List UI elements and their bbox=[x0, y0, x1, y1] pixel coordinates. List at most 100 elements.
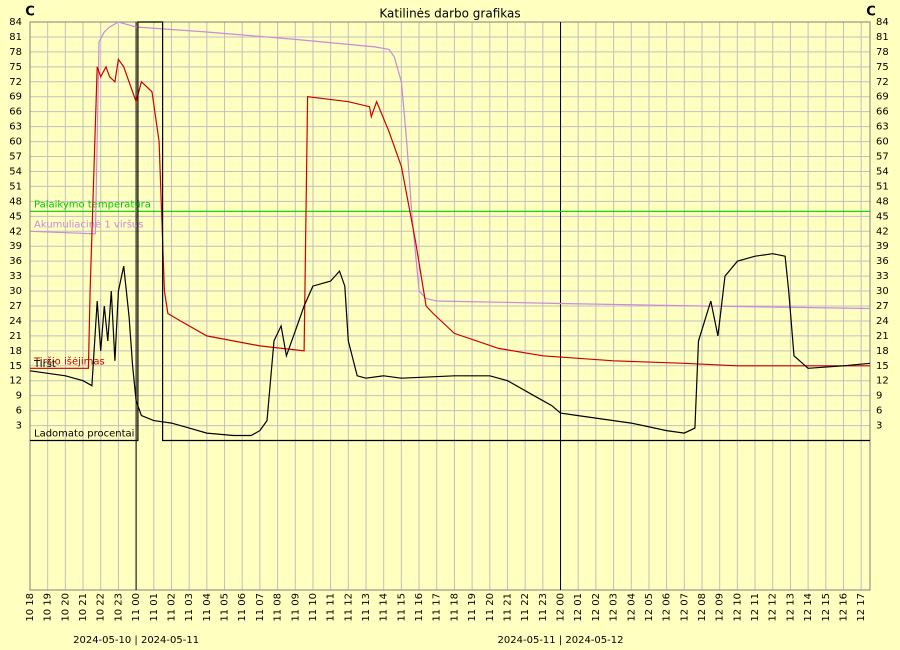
x-tick-label: 11 18 bbox=[449, 593, 460, 622]
x-tick-label: 11 11 bbox=[326, 593, 337, 622]
y-tick-label: 3 bbox=[876, 421, 882, 432]
y-tick-label: 18 bbox=[876, 346, 889, 357]
y-tick-label: 6 bbox=[16, 406, 22, 417]
x-tick-label: 12 14 bbox=[803, 593, 814, 622]
y-tick-label: 54 bbox=[876, 166, 889, 177]
y-tick-label: 63 bbox=[876, 122, 889, 133]
y-tick-label: 81 bbox=[9, 32, 22, 43]
x-tick-label: 11 00 bbox=[131, 593, 142, 622]
x-tick-label: 12 03 bbox=[609, 593, 620, 622]
x-tick-label: 11 16 bbox=[414, 593, 425, 622]
x-tick-label: 12 08 bbox=[697, 593, 708, 622]
x-tick-label: 11 21 bbox=[502, 593, 513, 622]
x-tick-label: 11 20 bbox=[485, 593, 496, 622]
y-unit: C bbox=[866, 5, 876, 20]
x-tick-label: 11 14 bbox=[379, 593, 390, 622]
y-tick-label: 21 bbox=[9, 331, 22, 342]
series-label: Akumuliacinė 1 viršus bbox=[34, 218, 143, 230]
y-tick-label: 9 bbox=[16, 391, 22, 402]
y-tick-label: 12 bbox=[9, 376, 22, 387]
y-tick-label: 51 bbox=[9, 181, 22, 192]
x-tick-label: 12 01 bbox=[573, 593, 584, 622]
x-tick-label: 12 11 bbox=[750, 593, 761, 622]
y-tick-label: 21 bbox=[876, 331, 889, 342]
y-tick-label: 45 bbox=[876, 211, 889, 222]
x-tick-label: 11 02 bbox=[166, 593, 177, 622]
y-tick-label: 15 bbox=[9, 361, 22, 372]
x-tick-label: 12 17 bbox=[856, 593, 867, 622]
y-tick-label: 36 bbox=[876, 256, 889, 267]
x-tick-label: 11 07 bbox=[255, 593, 266, 622]
x-tick-label: 11 17 bbox=[432, 593, 443, 622]
y-tick-label: 12 bbox=[876, 376, 889, 387]
x-tick-label: 12 10 bbox=[732, 593, 743, 622]
series-line bbox=[30, 57, 870, 369]
y-tick-label: 42 bbox=[9, 226, 22, 237]
x-tick-label: 10 18 bbox=[25, 593, 36, 622]
y-tick-label: 6 bbox=[876, 406, 882, 417]
x-tick-label: 11 06 bbox=[237, 593, 248, 622]
y-tick-label: 42 bbox=[876, 226, 889, 237]
y-tick-label: 15 bbox=[876, 361, 889, 372]
y-tick-label: 3 bbox=[16, 421, 22, 432]
y-tick-label: 48 bbox=[876, 196, 889, 207]
x-tick-label: 11 19 bbox=[467, 593, 478, 622]
x-tick-label: 10 21 bbox=[78, 593, 89, 622]
y-tick-label: 78 bbox=[9, 47, 22, 58]
y-tick-label: 18 bbox=[9, 346, 22, 357]
x-tick-label: 11 03 bbox=[184, 593, 195, 622]
x-tick-label: 10 23 bbox=[113, 593, 124, 622]
series-line bbox=[30, 21, 870, 442]
y-tick-label: 36 bbox=[9, 256, 22, 267]
x-tick-label: 12 13 bbox=[785, 593, 796, 622]
date-label: 2024-05-11 | 2024-05-12 bbox=[498, 635, 624, 646]
x-tick-label: 12 00 bbox=[556, 593, 567, 622]
y-tick-label: 24 bbox=[876, 316, 889, 327]
y-tick-label: 84 bbox=[876, 17, 889, 28]
x-tick-label: 12 09 bbox=[715, 593, 726, 622]
y-tick-label: 66 bbox=[9, 107, 22, 118]
y-tick-label: 51 bbox=[876, 181, 889, 192]
x-tick-label: 12 04 bbox=[626, 593, 637, 622]
y-unit: C bbox=[25, 5, 35, 20]
y-tick-label: 45 bbox=[9, 211, 22, 222]
y-tick-label: 66 bbox=[876, 107, 889, 118]
y-tick-label: 81 bbox=[876, 32, 889, 43]
series-line bbox=[29, 21, 871, 310]
y-tick-label: 57 bbox=[9, 152, 22, 163]
y-tick-label: 24 bbox=[9, 316, 22, 327]
x-tick-label: 12 02 bbox=[591, 593, 602, 622]
x-tick-label: 11 10 bbox=[308, 593, 319, 622]
y-tick-label: 54 bbox=[9, 166, 22, 177]
x-tick-label: 12 12 bbox=[768, 593, 779, 622]
plot-frame bbox=[29, 21, 871, 591]
x-tick-label: 10 20 bbox=[60, 593, 71, 622]
y-tick-label: 27 bbox=[876, 301, 889, 312]
x-tick-label: 12 15 bbox=[821, 593, 832, 622]
x-tick-label: 11 13 bbox=[361, 593, 372, 622]
y-tick-label: 33 bbox=[876, 271, 889, 282]
x-tick-label: 10 22 bbox=[96, 593, 107, 622]
y-tick-label: 39 bbox=[9, 241, 22, 252]
chart-title: Katilinės darbo grafikas bbox=[379, 7, 520, 21]
series-line bbox=[29, 253, 871, 437]
y-tick-label: 63 bbox=[9, 122, 22, 133]
y-tick-label: 9 bbox=[876, 391, 882, 402]
x-tick-label: 12 07 bbox=[679, 593, 690, 622]
y-tick-label: 78 bbox=[876, 47, 889, 58]
y-tick-label: 30 bbox=[876, 286, 889, 297]
x-tick-label: 11 08 bbox=[273, 593, 284, 622]
y-tick-label: 84 bbox=[9, 17, 22, 28]
y-tick-label: 72 bbox=[9, 77, 22, 88]
x-tick-label: 12 06 bbox=[662, 593, 673, 622]
x-tick-label: 10 19 bbox=[43, 593, 54, 622]
y-tick-label: 75 bbox=[876, 62, 889, 73]
x-tick-label: 11 05 bbox=[220, 593, 231, 622]
y-tick-label: 27 bbox=[9, 301, 22, 312]
y-tick-label: 30 bbox=[9, 286, 22, 297]
series-label: Tiršio išėjimas bbox=[33, 355, 105, 367]
x-tick-label: 11 22 bbox=[520, 593, 531, 622]
y-tick-label: 60 bbox=[9, 137, 22, 148]
y-tick-label: 69 bbox=[9, 92, 22, 103]
y-tick-label: 69 bbox=[876, 92, 889, 103]
